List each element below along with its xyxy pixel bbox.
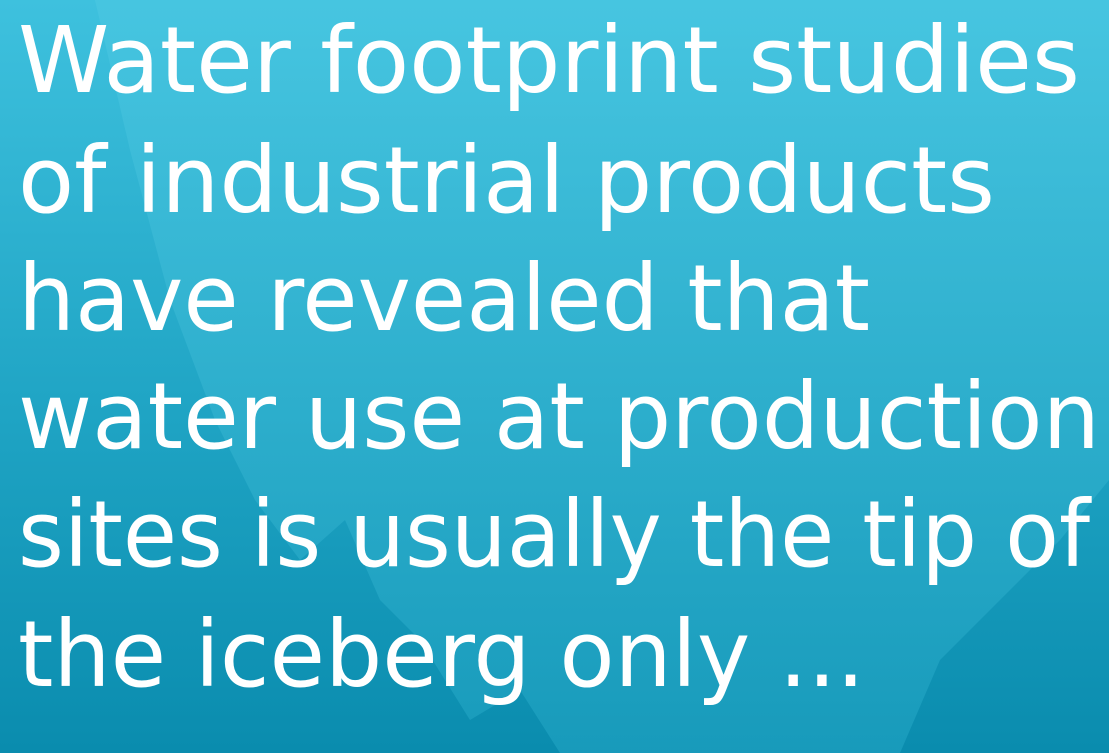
text-line: the iceberg only ... xyxy=(18,601,865,708)
page: Water footprint studies of industrial pro… xyxy=(0,0,1109,753)
slide: Water footprint studies of industrial pro… xyxy=(0,0,1109,753)
text-line: sites is usually the tip of xyxy=(18,481,1092,588)
text-line: have revealed that xyxy=(18,245,870,352)
text-line: Water footprint studies xyxy=(18,7,1080,114)
text-line: of industrial products xyxy=(18,127,995,234)
text-line: water use at production xyxy=(18,363,1100,470)
